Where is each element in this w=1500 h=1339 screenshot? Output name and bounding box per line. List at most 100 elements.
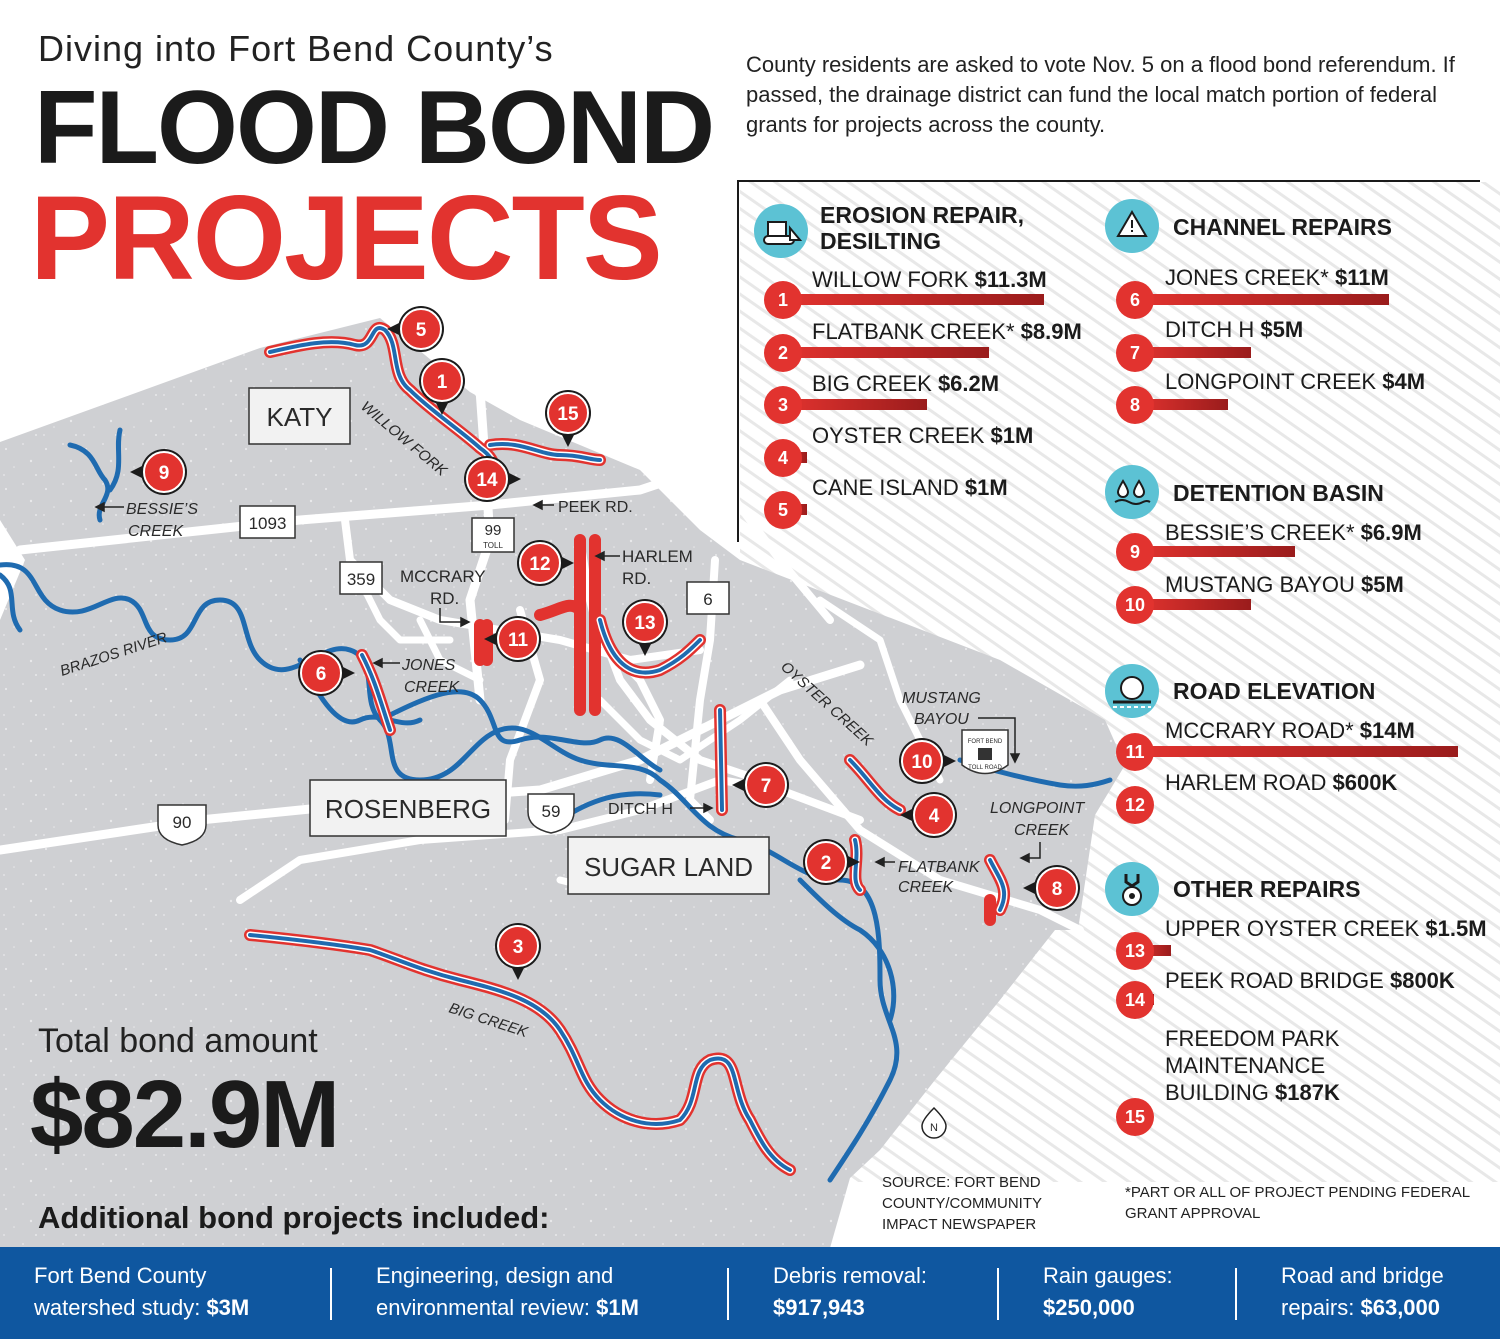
map-marker-11: 11 xyxy=(484,616,541,662)
svg-text:12: 12 xyxy=(529,554,550,575)
legend-badge-10: 10 xyxy=(1116,586,1154,624)
legend-item-11: MCCRARY ROAD* $14M xyxy=(1165,718,1415,743)
category-title-channel: CHANNEL REPAIRS xyxy=(1173,214,1392,240)
map-marker-15: 15 xyxy=(545,390,591,447)
svg-text:359: 359 xyxy=(347,570,375,589)
legend-item-7: DITCH H $5M xyxy=(1165,317,1304,342)
leader-arrows xyxy=(94,499,1041,868)
bar-divider xyxy=(330,1268,332,1320)
additional-item-rain-gauges: Rain gauges: $250,000 xyxy=(1043,1263,1173,1320)
svg-text:15: 15 xyxy=(557,404,579,425)
city-rosenberg: ROSENBERG xyxy=(309,779,507,837)
total-value: $82.9M xyxy=(30,1061,340,1168)
legend-item-3: BIG CREEK $6.2M xyxy=(812,371,1000,396)
legend-item-5: CANE ISLAND $1M xyxy=(812,475,1008,500)
label-mustang-1: MUSTANG xyxy=(902,690,981,707)
svg-text:14: 14 xyxy=(476,470,498,491)
map-marker-1: 1 xyxy=(419,358,465,415)
svg-text:SUGAR LAND: SUGAR LAND xyxy=(584,852,753,882)
project-segments xyxy=(244,322,1011,1176)
city-katy: KATY xyxy=(248,387,351,445)
label-ditch-h: DITCH H xyxy=(608,801,673,818)
map-marker-14: 14 xyxy=(464,456,521,502)
svg-text:7: 7 xyxy=(761,776,772,797)
legend-item-12: HARLEM ROAD $600K xyxy=(1165,770,1398,795)
total-label: Total bond amount xyxy=(38,1022,318,1060)
svg-text:59: 59 xyxy=(542,802,561,821)
label-flatbank-1: FLATBANK xyxy=(898,859,981,876)
label-jones-1: JONES xyxy=(401,657,456,674)
legend-bar-10 xyxy=(1136,599,1251,610)
label-bessies-2: CREEK xyxy=(128,523,184,540)
road-shield-359: 359 xyxy=(339,561,383,595)
legend-item-9: BESSIE’S CREEK* $6.9M xyxy=(1165,520,1422,545)
label-peek-rd: PEEK RD. xyxy=(558,499,633,516)
map-marker-12: 12 xyxy=(517,540,574,586)
legend-badge-15: 15 xyxy=(1116,1098,1154,1136)
additional-item-watershed: Fort Bend County watershed study: $3M xyxy=(34,1263,250,1320)
legend-badge-12: 12 xyxy=(1116,786,1154,824)
label-harlem-1: HARLEM xyxy=(622,547,693,566)
legend-item-13: UPPER OYSTER CREEK $1.5M xyxy=(1165,916,1487,941)
svg-text:2: 2 xyxy=(821,853,832,874)
map-marker-8: 8 xyxy=(1023,865,1080,911)
legend-badge-4: 4 xyxy=(764,438,802,477)
toll-road-badge: FORT BEND TOLL ROAD xyxy=(961,729,1009,775)
label-bessies-1: BESSIE’S xyxy=(126,501,198,518)
legend-bar-3 xyxy=(784,399,927,410)
legend-item-15-line3: BUILDING $187K xyxy=(1165,1080,1340,1105)
legend-item-15-line2: MAINTENANCE xyxy=(1165,1053,1326,1078)
legend-item-8: LONGPOINT CREEK $4M xyxy=(1165,369,1426,394)
svg-text:90: 90 xyxy=(173,813,192,832)
legend-badge-2: 2 xyxy=(764,333,802,372)
svg-text:KATY: KATY xyxy=(267,402,333,432)
legend-item-15-line1: FREEDOM PARK xyxy=(1165,1026,1340,1051)
legend-badge-9: 9 xyxy=(1116,533,1154,571)
svg-text:5: 5 xyxy=(416,320,427,341)
svg-text:6: 6 xyxy=(703,590,712,609)
road-icon xyxy=(1105,664,1159,718)
water-drops-icon xyxy=(1105,465,1159,519)
legend-badge-11: 11 xyxy=(1116,733,1154,771)
label-flatbank-2: CREEK xyxy=(898,879,954,896)
map-marker-2: 2 xyxy=(803,839,860,885)
legend-bar-7 xyxy=(1136,346,1251,358)
svg-text:11: 11 xyxy=(508,630,529,651)
legend-badge-3: 3 xyxy=(764,386,802,424)
label-longpoint-2: CREEK xyxy=(1014,822,1070,839)
legend-item-4: OYSTER CREEK $1M xyxy=(812,423,1034,448)
legend-item-2: FLATBANK CREEK* $8.9M xyxy=(812,319,1082,344)
legend-item-1: WILLOW FORK $11.3M xyxy=(812,267,1047,292)
svg-text:99: 99 xyxy=(485,522,502,539)
intro-paragraph: County residents are asked to vote Nov. … xyxy=(746,52,1455,137)
category-title-erosion-1: EROSION REPAIR, xyxy=(820,202,1025,228)
legend-bar-6 xyxy=(1136,294,1389,305)
channel-warning-icon xyxy=(1105,199,1159,253)
bulldozer-icon xyxy=(754,204,808,258)
category-title-other: OTHER REPAIRS xyxy=(1173,876,1361,902)
map-marker-6: 6 xyxy=(298,650,355,696)
map-marker-3: 3 xyxy=(495,923,541,980)
additional-title: Additional bond projects included: xyxy=(38,1200,550,1235)
road-shield-59: 59 xyxy=(527,793,575,834)
map-marker-5: 5 xyxy=(387,306,444,352)
svg-text:FORT BEND: FORT BEND xyxy=(968,739,1003,745)
additional-item-debris: Debris removal: $917,943 xyxy=(773,1263,928,1320)
bar-divider xyxy=(727,1268,729,1320)
north-arrow-icon: N xyxy=(921,1106,947,1139)
svg-text:9: 9 xyxy=(159,463,170,484)
legend-bar-2 xyxy=(784,346,989,358)
map-marker-13: 13 xyxy=(622,599,668,656)
wrench-gear-icon xyxy=(1105,862,1159,916)
category-title-road: ROAD ELEVATION xyxy=(1173,678,1376,704)
legend-frame xyxy=(737,180,1480,542)
headline-subtitle: Diving into Fort Bend County’s xyxy=(38,28,554,69)
legend-badge-6: 6 xyxy=(1116,281,1154,319)
svg-text:3: 3 xyxy=(513,937,524,958)
map-marker-4: 4 xyxy=(900,792,957,838)
additional-item-engineering: Engineering, design and environmental re… xyxy=(376,1263,639,1320)
svg-text:1093: 1093 xyxy=(249,514,287,533)
label-longpoint-1: LONGPOINT xyxy=(990,800,1085,817)
road-shield-6: 6 xyxy=(686,581,730,615)
city-sugar-land: SUGAR LAND xyxy=(567,836,770,895)
